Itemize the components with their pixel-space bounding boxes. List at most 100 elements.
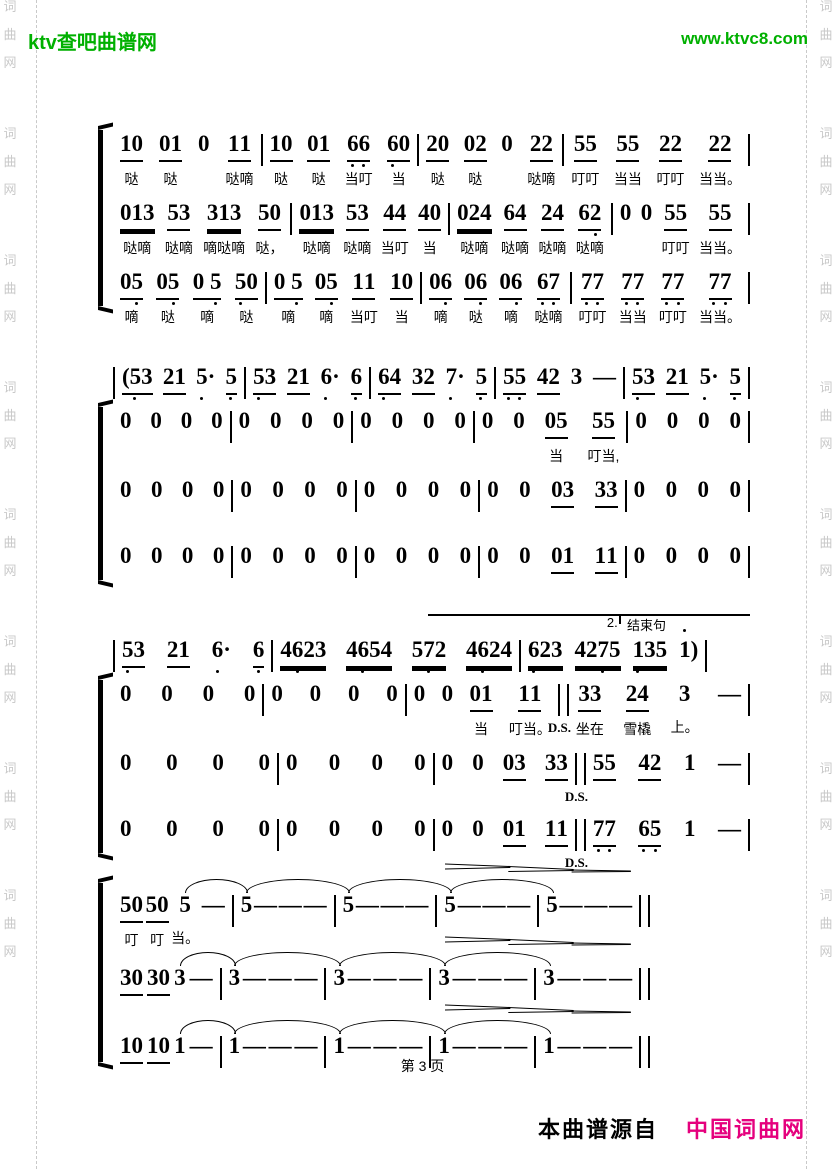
- lyric-text: 叮叮: [656, 171, 685, 187]
- note-cell: 0: [641, 199, 653, 258]
- note-cell: 01 当: [469, 680, 493, 739]
- note-value: —: [399, 965, 423, 990]
- note-cell: 55: [592, 749, 616, 781]
- lyric-text: 哒: [468, 171, 483, 187]
- note-cell: 0: [161, 680, 173, 737]
- note-cell: 0: [329, 815, 341, 845]
- note-cell: 1: [543, 1032, 555, 1062]
- watermark-char: 词: [819, 253, 833, 268]
- note-cell: 5: [225, 363, 238, 400]
- octave-dot-below: [229, 397, 233, 400]
- note-cell: —: [279, 891, 302, 948]
- watermark-char: 曲: [819, 281, 833, 296]
- measure: 3— — —: [222, 964, 325, 994]
- note-cell: 0: [120, 815, 132, 845]
- watermark-char: 网: [819, 55, 833, 70]
- note-value: 33: [594, 476, 618, 508]
- note-value: 21: [166, 636, 190, 668]
- barline: [748, 753, 750, 785]
- measure: 0 0 0 0: [279, 749, 433, 779]
- note-value: 20: [426, 130, 450, 162]
- barline: [748, 272, 751, 304]
- note-cell: —: [269, 1032, 292, 1062]
- octave-dot-below: [653, 849, 657, 852]
- note-value: 50: [145, 891, 169, 923]
- note-value: 30: [147, 964, 171, 996]
- note-value: 0: [414, 750, 426, 775]
- lyric-text: 哒嘀: [460, 240, 489, 256]
- note-cell: 5: [444, 891, 456, 948]
- lyric-text: 嘀: [319, 309, 334, 325]
- note-cell: 10 哒: [269, 130, 293, 189]
- measure: 1— — —: [326, 1032, 429, 1062]
- note-value: —: [592, 364, 616, 389]
- note-cell: 03: [502, 749, 526, 781]
- note-value: 21: [665, 363, 689, 395]
- note-cell: —: [583, 964, 606, 994]
- note-cell: 03: [551, 476, 575, 508]
- lyric-text: 上。: [670, 719, 699, 735]
- note-cell: —: [558, 964, 581, 994]
- lyric-text: 当当: [618, 309, 647, 325]
- note-cell: 0: [513, 407, 525, 466]
- note-cell: 11: [544, 815, 568, 847]
- note-cell: 1: [333, 1032, 345, 1062]
- note-cell: 6 23: [528, 636, 563, 673]
- watermark-char: 曲: [3, 662, 17, 677]
- note-value: 53: [345, 199, 369, 231]
- note-cell: 0: [454, 407, 466, 464]
- octave-dot-below: [593, 233, 597, 236]
- octave-dot-below: [584, 302, 588, 305]
- slur-arc: [246, 879, 351, 893]
- site-url-link[interactable]: www.ktvc8.com: [681, 29, 808, 48]
- note-value: 0: [347, 681, 360, 706]
- note-cell: 02 哒: [463, 130, 487, 189]
- barline: [519, 640, 521, 672]
- octave-dot-below: [518, 397, 522, 400]
- note-cell: —: [504, 1032, 527, 1062]
- note-cell: 0: [666, 476, 678, 506]
- measure: 30 30 3—: [113, 964, 220, 996]
- note-value: —: [559, 892, 583, 917]
- note-value: 0: [360, 408, 372, 433]
- watermark-char: 曲: [3, 789, 17, 804]
- barline: [610, 203, 613, 235]
- note-cell: 0: [151, 542, 163, 572]
- barline: [219, 1036, 222, 1068]
- site-logo-text[interactable]: ktv查吧曲谱网: [28, 32, 157, 54]
- note-cell: 7 7 叮叮: [659, 268, 687, 327]
- note-value: 0: [501, 131, 513, 156]
- note-value: 0: [635, 408, 647, 433]
- barline: [623, 367, 625, 399]
- measure: 0 5 嘀 05 嘀 11 当叮 10 当: [267, 268, 420, 327]
- note-value: —: [584, 892, 608, 917]
- note-cell: 0: [120, 542, 132, 572]
- note-cell: 42: [638, 749, 662, 781]
- octave-dot-below: [215, 670, 219, 673]
- note-cell: 6 ·: [321, 363, 340, 400]
- note-cell: 013 哒嘀: [120, 199, 155, 258]
- note-cell: 0: [151, 476, 163, 506]
- lyric-text: 当: [394, 309, 409, 325]
- note-value: 5: [475, 363, 488, 400]
- note-value: 0: [487, 543, 499, 568]
- note-cell: (5 3: [122, 363, 153, 400]
- note-value: 10: [147, 1032, 171, 1064]
- watermark-char: 曲: [819, 535, 833, 550]
- measure: 0 0 03 33: [435, 749, 575, 781]
- note-cell: 0: [259, 749, 271, 779]
- note-cell: 0: [698, 476, 710, 506]
- octave-dot-below: [125, 670, 129, 673]
- note-cell: —: [507, 891, 530, 948]
- note-value: 05: [156, 268, 180, 305]
- note-value: 1: [228, 1033, 241, 1058]
- note-cell: 53 哒嘀: [343, 199, 371, 258]
- note-value: 0: [238, 408, 251, 433]
- note-cell: 3: [333, 964, 345, 994]
- source-site-link[interactable]: 中国词曲网: [685, 1117, 806, 1142]
- note-cell: 0: [271, 680, 283, 737]
